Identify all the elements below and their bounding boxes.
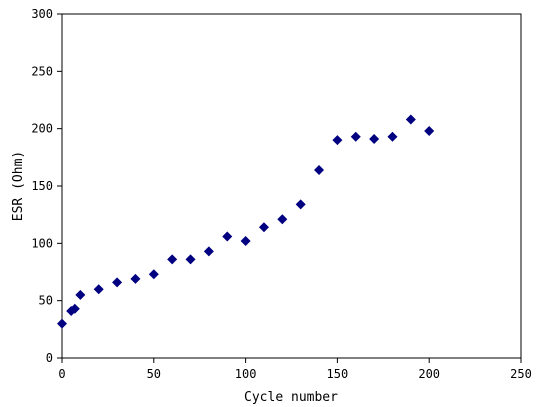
data-point-diamond	[369, 133, 380, 144]
x-tick-label: 100	[235, 367, 257, 381]
data-point-diamond	[277, 214, 288, 225]
data-point-diamond	[405, 114, 416, 125]
data-point-diamond	[258, 222, 269, 233]
data-point-diamond	[69, 303, 80, 314]
data-points	[57, 114, 435, 329]
x-tick-label: 200	[418, 367, 440, 381]
y-axis-label: ESR (Ohm)	[11, 151, 26, 221]
data-point-diamond	[314, 164, 325, 175]
data-point-diamond	[130, 273, 141, 284]
data-point-diamond	[185, 254, 196, 265]
x-tick-label: 50	[147, 367, 161, 381]
x-tick-label: 150	[327, 367, 349, 381]
data-point-diamond	[350, 131, 361, 142]
y-tick-label: 300	[31, 7, 53, 21]
data-point-diamond	[240, 236, 251, 247]
y-tick-label: 150	[31, 179, 53, 193]
y-tick-label: 0	[46, 351, 53, 365]
data-point-diamond	[295, 199, 306, 210]
data-point-diamond	[75, 289, 86, 300]
data-point-diamond	[222, 231, 233, 242]
data-point-diamond	[167, 254, 178, 265]
x-axis-label: Cycle number	[244, 390, 338, 405]
y-tick-label: 200	[31, 122, 53, 136]
data-point-diamond	[332, 135, 343, 146]
x-axis-ticks: 0 50 100 150 200 250	[58, 358, 532, 381]
data-point-diamond	[93, 284, 104, 295]
y-tick-label: 250	[31, 64, 53, 78]
data-point-diamond	[203, 246, 214, 257]
data-point-diamond	[57, 318, 67, 329]
y-axis-ticks: 0 50 100 150 200 250 300	[31, 7, 62, 365]
x-tick-label: 0	[58, 367, 65, 381]
plot-area	[61, 13, 522, 359]
x-tick-label: 250	[510, 367, 532, 381]
y-tick-label: 100	[31, 236, 53, 250]
data-point-diamond	[424, 125, 435, 136]
data-point-diamond	[387, 131, 398, 142]
y-tick-label: 50	[39, 294, 53, 308]
data-point-diamond	[148, 269, 159, 280]
data-point-diamond	[112, 277, 123, 288]
